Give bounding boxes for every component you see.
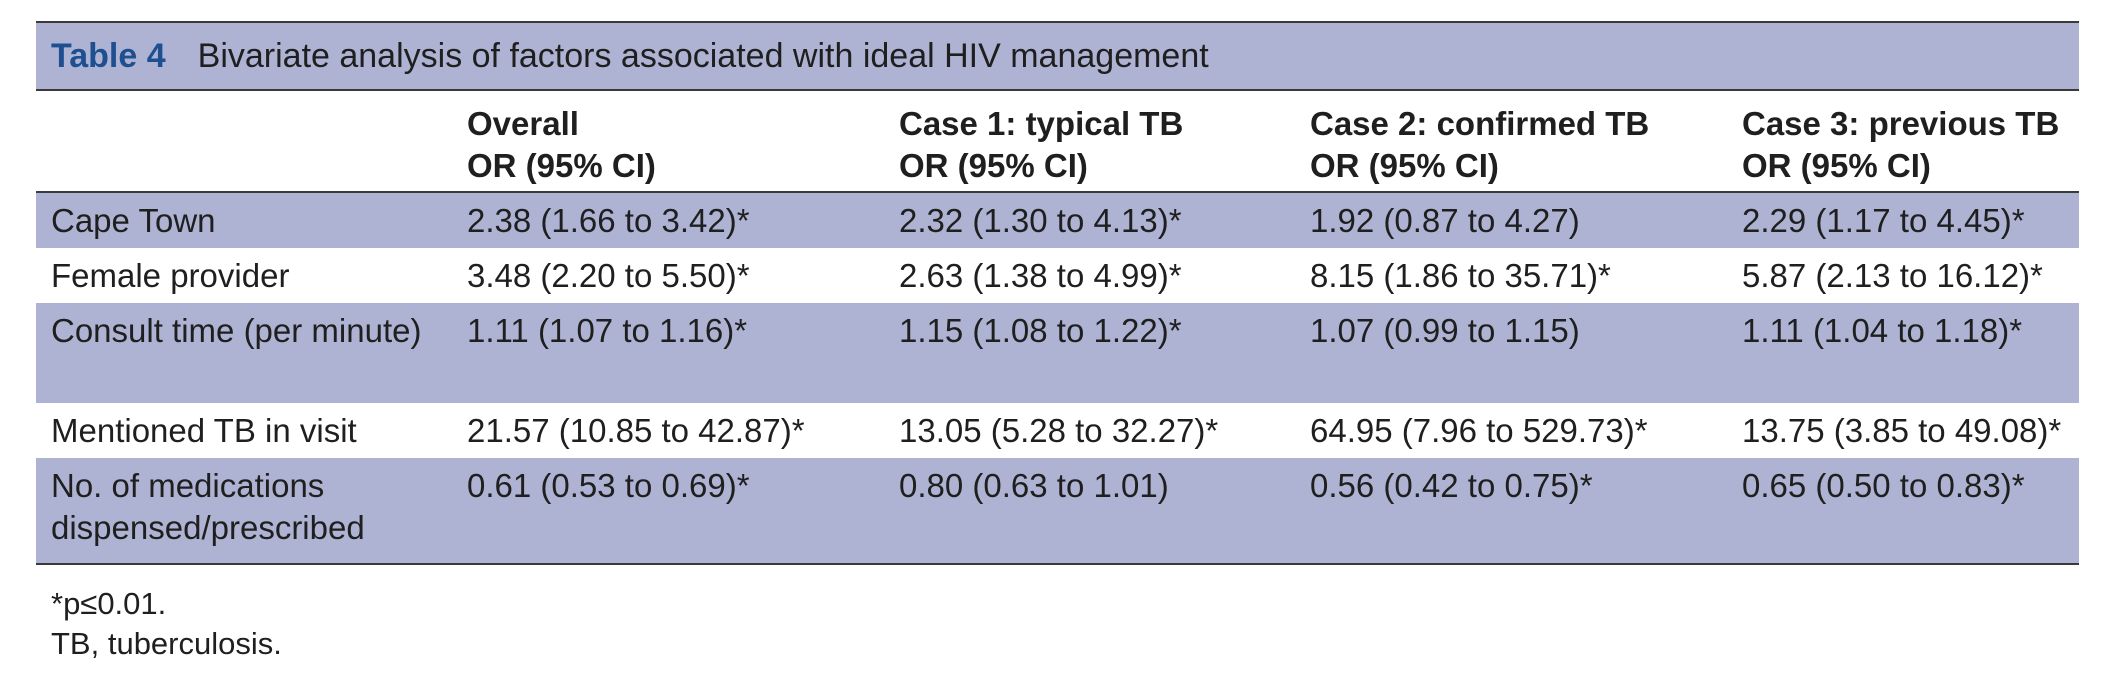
table-row: Female provider 3.48 (2.20 to 5.50)* 2.6… <box>36 248 2079 303</box>
table-title-bar: Table 4 Bivariate analysis of factors as… <box>36 21 2079 91</box>
footnote-significance: *p≤0.01. <box>51 586 167 621</box>
table-cell: 2.38 (1.66 to 3.42)* <box>467 202 750 239</box>
table-cell: 0.80 (0.63 to 1.01) <box>899 467 1169 504</box>
table-header-row: Overall OR (95% CI) Case 1: typical TB O… <box>36 91 2079 193</box>
table-row: Consult time (per minute) 1.11 (1.07 to … <box>36 303 2079 403</box>
table-row: No. of medications dispensed/prescribed … <box>36 458 2079 565</box>
header-cell-case1: Case 1: typical TB OR (95% CI) <box>899 105 1184 184</box>
table-cell: 0.61 (0.53 to 0.69)* <box>467 467 750 504</box>
table-row: Mentioned TB in visit 21.57 (10.85 to 42… <box>36 403 2079 458</box>
row-label: Mentioned TB in visit <box>51 412 357 449</box>
table-cell: 2.32 (1.30 to 4.13)* <box>899 202 1182 239</box>
table-cell: 1.07 (0.99 to 1.15) <box>1310 312 1580 349</box>
row-label: Consult time (per minute) <box>51 312 422 349</box>
data-table: Table 4 Bivariate analysis of factors as… <box>36 21 2079 565</box>
table-cell: 1.11 (1.04 to 1.18)* <box>1742 312 2023 349</box>
table-cell: 13.75 (3.85 to 49.08)* <box>1742 412 2062 449</box>
table-title: Bivariate analysis of factors associated… <box>197 36 1209 75</box>
table-cell: 3.48 (2.20 to 5.50)* <box>467 257 750 294</box>
row-label: Female provider <box>51 257 290 294</box>
table-cell: 64.95 (7.96 to 529.73)* <box>1310 412 1648 449</box>
table-cell: 0.56 (0.42 to 0.75)* <box>1310 467 1593 504</box>
table-cell: 1.92 (0.87 to 4.27) <box>1310 202 1580 239</box>
table-cell: 2.29 (1.17 to 4.45)* <box>1742 202 2025 239</box>
header-cell-overall: Overall OR (95% CI) <box>467 105 656 184</box>
table-cell: 0.65 (0.50 to 0.83)* <box>1742 467 2025 504</box>
header-cell-case3: Case 3: previous TB OR (95% CI) <box>1742 105 2060 184</box>
table-cell: 13.05 (5.28 to 32.27)* <box>899 412 1219 449</box>
row-label: Cape Town <box>51 202 216 239</box>
table-cell: 1.11 (1.07 to 1.16)* <box>467 312 748 349</box>
header-cell-factor <box>36 91 467 191</box>
table-cell: 2.63 (1.38 to 4.99)* <box>899 257 1182 294</box>
table-label: Table 4 <box>51 36 166 75</box>
table-row: Cape Town 2.38 (1.66 to 3.42)* 2.32 (1.3… <box>36 193 2079 248</box>
header-cell-case2: Case 2: confirmed TB OR (95% CI) <box>1310 105 1650 184</box>
table-cell: 8.15 (1.86 to 35.71)* <box>1310 257 1611 294</box>
footnote-abbreviation: TB, tuberculosis. <box>51 626 282 661</box>
table-cell: 5.87 (2.13 to 16.12)* <box>1742 257 2043 294</box>
table-cell: 21.57 (10.85 to 42.87)* <box>467 412 805 449</box>
row-label: No. of medications dispensed/prescribed <box>51 467 365 546</box>
table-cell: 1.15 (1.08 to 1.22)* <box>899 312 1182 349</box>
